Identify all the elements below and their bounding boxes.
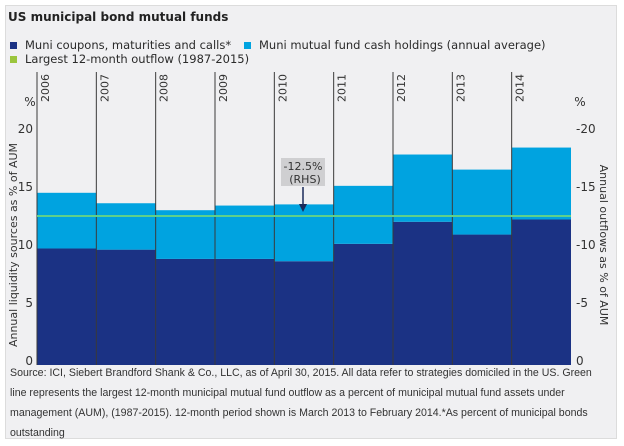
legend-label: Muni coupons, maturities and calls* [25,38,232,52]
y-tick-label: 0 [25,354,33,368]
x-tick-label: 2009 [217,74,230,102]
y2-tick-label: -20 [576,122,596,136]
source-note: Source: ICI, Siebert Brandford Shank & C… [10,367,592,439]
y2-unit-label: % [574,95,585,109]
y2-tick-label: -15 [576,180,596,194]
annotation-callout: -12.5% (RHS) [281,158,325,212]
y-tick-label: 15 [18,180,33,194]
bar-coupons-2013 [452,234,512,365]
bar-cash-2009 [215,205,275,259]
annotation-rhs: (RHS) [289,173,320,186]
annotation-value: -12.5% [284,160,323,173]
annotation-arrow-icon [299,204,307,212]
legend-swatch-icon [244,41,251,49]
legend-label: Largest 12-month outflow (1987-2015) [25,52,250,66]
legend-item-cash: Muni mutual fund cash holdings (annual a… [244,38,546,52]
bar-cash-2012 [393,154,453,222]
bar-cash-2011 [333,185,393,244]
legend-item-outflow: Largest 12-month outflow (1987-2015) [10,52,249,66]
bar-coupons-2011 [333,243,393,365]
x-tick-label: 2011 [336,74,349,102]
bar-coupons-2012 [393,221,453,365]
legend-swatch-icon [10,55,17,63]
y2-axis-title: Annual outflows as % of AUM [597,165,610,326]
y-tick-label: 20 [18,122,33,136]
annotation-box [281,158,325,186]
chart-title: US municipal bond mutual funds [8,10,229,24]
legend-label: Muni mutual fund cash holdings (annual a… [259,38,546,52]
y2-tick-label: -10 [576,238,596,252]
bar-cash-2013 [452,169,512,235]
bar-cash-2007 [96,203,156,250]
y-tick-label: 5 [25,296,33,310]
bar-cash-2014 [511,147,571,220]
bar-coupons-2008 [155,258,215,365]
bar-cash-2010 [274,204,334,262]
x-tick-label: 2013 [454,74,467,102]
y2-tick-label: 0 [576,354,584,368]
x-tick-label: 2012 [395,74,408,102]
x-tick-label: 2010 [276,74,289,102]
bar-coupons-2009 [215,258,275,365]
x-tick-label: 2014 [514,74,527,102]
bar-coupons-2006 [37,248,97,365]
x-tick-label: 2007 [98,74,111,102]
y-unit-label: % [24,95,35,109]
y2-tick-label: -5 [576,296,588,310]
y-tick-label: 10 [18,238,33,252]
bar-coupons-2010 [274,261,334,365]
bar-cash-2006 [37,192,97,249]
bar-coupons-2014 [511,219,571,365]
legend-swatch-icon [10,41,17,49]
legend-item-coupons: Muni coupons, maturities and calls* [10,38,231,52]
bar-cash-2008 [155,210,215,259]
x-tick-label: 2006 [39,74,52,102]
bar-coupons-2007 [96,249,156,365]
x-tick-label: 2008 [158,74,171,102]
y-axis-title: Annual liquidity sources as % of AUM [7,143,20,347]
